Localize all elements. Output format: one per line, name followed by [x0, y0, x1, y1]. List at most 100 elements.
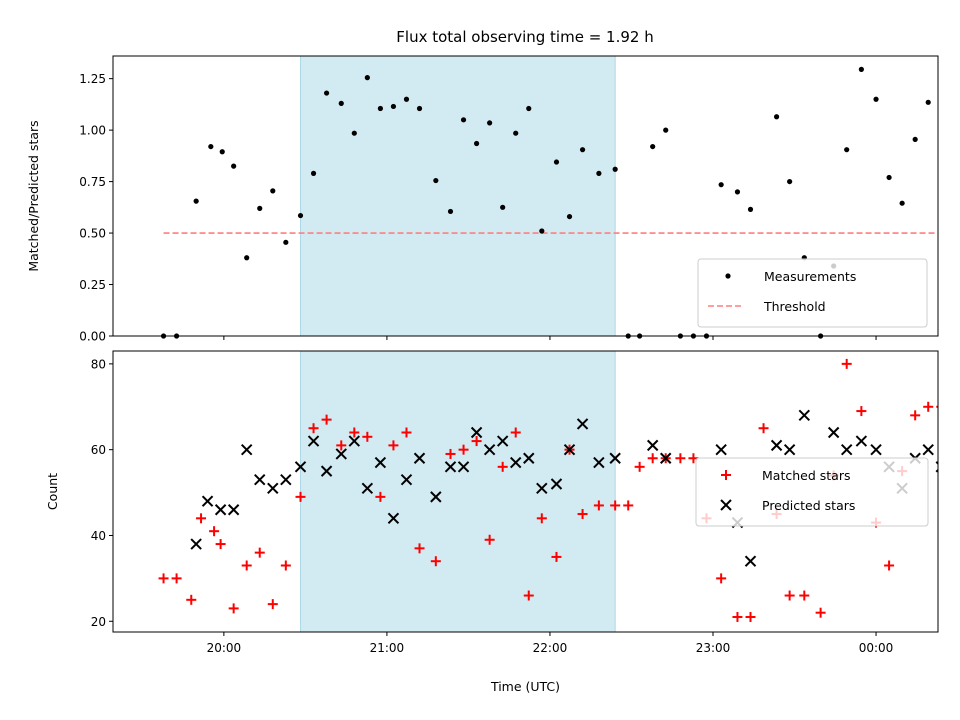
legend-label: Matched stars [762, 468, 850, 483]
measurement-point [257, 205, 263, 211]
predicted-star-point [457, 461, 470, 473]
highlight-span [300, 350, 616, 633]
predicted-star-point [254, 473, 266, 486]
matched-star-point [196, 513, 207, 524]
matched-star-point [745, 611, 756, 622]
x-tick-label: 20:00 [207, 641, 242, 655]
predicted-star-point [770, 439, 783, 452]
matched-star-point [784, 590, 795, 601]
predicted-star-point [496, 435, 509, 447]
matched-star-point [732, 611, 743, 622]
matched-star-point [484, 534, 495, 545]
y-tick-label: 60 [91, 443, 106, 457]
axes-frame [112, 55, 939, 337]
y-axis-label: Matched/Predicted stars [26, 120, 41, 271]
legend-label: Threshold [763, 299, 826, 314]
x-tick-label: 21:00 [370, 641, 405, 655]
highlight-span [300, 55, 616, 337]
x-tick-label: 22:00 [533, 641, 568, 655]
measurement-point [787, 178, 793, 185]
predicted-star-point [783, 443, 796, 456]
matched-star-point [158, 573, 169, 584]
legend-label: Measurements [764, 269, 856, 284]
predicted-star-point [387, 512, 400, 525]
matched-star-point [414, 543, 425, 554]
predicted-star-point [660, 452, 672, 464]
measurement-point [487, 120, 493, 126]
predicted-star-point [523, 452, 535, 464]
measurement-point [650, 143, 656, 150]
predicted-star-point [609, 452, 621, 464]
matched-star-point [430, 556, 441, 567]
legend: Measurements Threshold [697, 258, 928, 328]
predicted-star-point [827, 426, 840, 439]
measurement-point [553, 159, 560, 165]
axes-frame [112, 350, 939, 633]
matched-star-point [634, 461, 645, 472]
y-tick-label: 80 [91, 357, 106, 371]
predicted-star-point [922, 443, 934, 456]
legend: Matched stars Predicted stars [695, 457, 929, 527]
predicted-star-point [646, 439, 659, 452]
matched-star-point [551, 551, 562, 562]
measurement-point [663, 127, 669, 133]
measurement-point [208, 143, 214, 150]
measurement-point [500, 204, 506, 210]
matched-star-point [758, 423, 769, 434]
count-panel: 2040608020:0021:0022:0023:0000:0001:0002… [45, 350, 939, 694]
measurement-point [338, 100, 344, 106]
predicted-star-point [267, 482, 279, 494]
matched-star-point [388, 440, 399, 451]
measurement-point [473, 140, 480, 147]
y-tick-label: 0.50 [79, 227, 106, 241]
predicted-star-point [855, 435, 868, 447]
matched-star-point [280, 560, 291, 571]
ratio-panel: 0.00 0.25 0.50 0.75 1.00 1.25 Matched/Predicte… [26, 55, 939, 344]
matched-star-point [799, 590, 810, 601]
predicted-star-point [201, 495, 214, 507]
measurement-point [377, 105, 383, 112]
measurement-point [596, 170, 602, 176]
matched-star-point [841, 358, 852, 369]
matched-star-point [675, 453, 686, 464]
matched-star-point [375, 491, 386, 502]
predicted-star-point [798, 409, 811, 422]
matched-star-point [254, 547, 265, 558]
matched-star-point [215, 539, 226, 550]
predicted-star-point [576, 418, 589, 430]
measurement-point [873, 96, 879, 102]
matched-star-point [401, 427, 412, 438]
predicted-star-point [320, 465, 333, 477]
matched-star-point [623, 500, 634, 511]
measurement-point [718, 182, 724, 188]
matched-star-point [856, 406, 867, 417]
legend-label: Predicted stars [762, 498, 855, 513]
legend-measurement-marker [725, 273, 731, 279]
matched-star-point [884, 560, 895, 571]
matched-star-point [267, 599, 278, 610]
predicted-star-point [307, 435, 320, 447]
measurement-point [734, 189, 741, 195]
predicted-star-point [744, 555, 757, 567]
measurement-point [579, 147, 586, 153]
x-axis-label: Time (UTC) [490, 679, 560, 694]
predicted-star-point [190, 538, 202, 550]
legend-matched-marker [721, 470, 731, 480]
measurement-point [416, 105, 423, 112]
matched-star-point [362, 431, 373, 442]
predicted-star-point [280, 473, 292, 486]
measurement-point [566, 213, 573, 220]
measurement-point [193, 198, 199, 204]
matched-star-point [445, 448, 456, 459]
measurement-point [403, 96, 410, 102]
matched-star-point [308, 423, 319, 434]
measurement-point [323, 90, 330, 96]
matched-star-point [349, 427, 360, 438]
measurement-point [912, 136, 918, 142]
matched-star-point [171, 573, 182, 584]
measurement-point [297, 212, 304, 219]
measurement-point [925, 99, 931, 105]
predicted-star-point [294, 461, 307, 473]
measurement-point [526, 105, 532, 112]
